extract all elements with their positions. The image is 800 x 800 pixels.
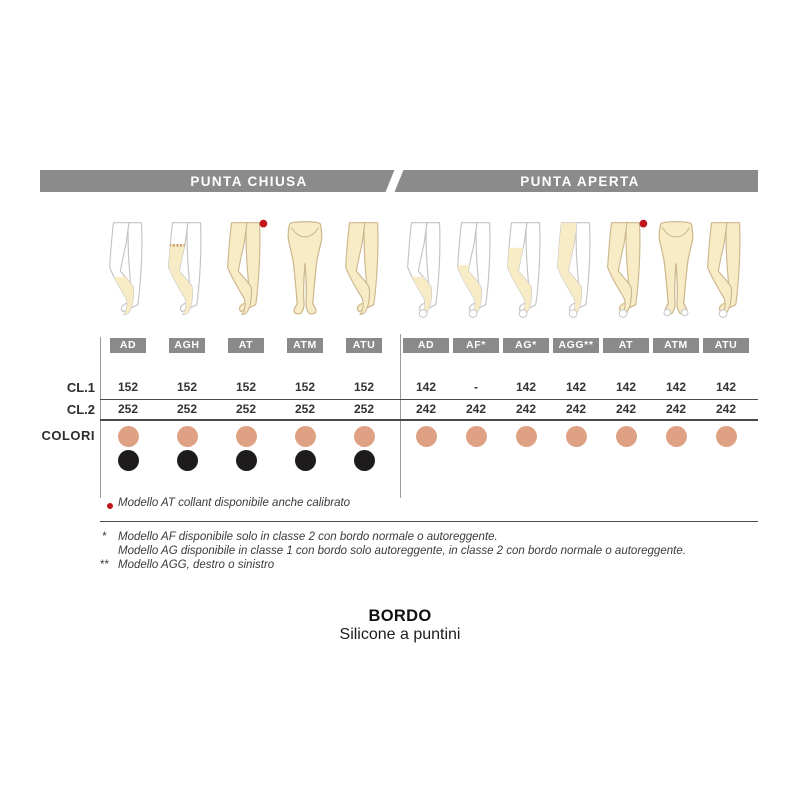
- cl1-value: 142: [615, 380, 637, 394]
- cl2-value: 242: [665, 402, 687, 416]
- cl2-value: 242: [615, 402, 637, 416]
- color-swatch-tan: [665, 426, 687, 447]
- footnote-ag: Modello AG disponibile in classe 1 con b…: [118, 545, 686, 557]
- row-line-cl2: [100, 419, 758, 421]
- model-badge: AT: [228, 338, 264, 353]
- cl2-value: 252: [353, 402, 375, 416]
- cl2-value: 242: [515, 402, 537, 416]
- color-swatch-tan: [117, 426, 139, 447]
- leg-illustration-AGH-closed: [158, 214, 216, 328]
- color-swatch-tan: [176, 426, 198, 447]
- cl2-value: 252: [117, 402, 139, 416]
- cl1-value: -: [474, 380, 478, 394]
- cl1-value: 142: [715, 380, 737, 394]
- model-badge: AD: [403, 338, 449, 353]
- footnote-af: Modello AF disponibile solo in classe 2 …: [118, 531, 498, 543]
- table-divider-left: [100, 337, 101, 498]
- row-label-cl2: CL.2: [66, 402, 95, 417]
- color-swatch-black: [176, 450, 198, 471]
- color-swatch-tan: [565, 426, 587, 447]
- model-badge: AD: [110, 338, 146, 353]
- leg-illustration-AD-open: [397, 214, 455, 328]
- cl2-value: 242: [565, 402, 587, 416]
- header-punta-chiusa: PUNTA CHIUSA: [190, 173, 308, 189]
- leg-illustration-AT-open: [597, 214, 655, 328]
- color-swatch-black: [235, 450, 257, 471]
- cl1-value: 142: [515, 380, 537, 394]
- model-badge: AGG**: [553, 338, 599, 353]
- table-divider-middle: [400, 334, 401, 498]
- footnote-at: Modello AT collant disponibile anche cal…: [118, 497, 351, 509]
- color-swatch-tan: [235, 426, 257, 447]
- color-swatch-tan: [294, 426, 316, 447]
- color-swatch-tan: [465, 426, 487, 447]
- leg-illustration-AF-open: [447, 214, 505, 328]
- leg-illustration-AGG-open: [547, 214, 605, 328]
- row-label-cl1: CL.1: [66, 380, 95, 395]
- model-badge: ATU: [346, 338, 382, 353]
- footnote-marker-1: *: [101, 531, 107, 543]
- color-swatch-black: [294, 450, 316, 471]
- header-punta-aperta: PUNTA APERTA: [520, 173, 640, 189]
- model-badge: ATU: [703, 338, 749, 353]
- cl2-value: 242: [715, 402, 737, 416]
- cl1-value: 152: [235, 380, 257, 394]
- footnote-agg: Modello AGG, destro o sinistro: [118, 559, 275, 571]
- leg-illustration-ATU-open: [697, 214, 755, 328]
- cl2-value: 252: [176, 402, 198, 416]
- color-swatch-black: [117, 450, 139, 471]
- model-badge: ATM: [287, 338, 323, 353]
- cl1-value: 142: [415, 380, 437, 394]
- cl1-value: 152: [176, 380, 198, 394]
- cl1-value: 152: [353, 380, 375, 394]
- color-swatch-black: [353, 450, 375, 471]
- footnote-marker-3: **: [99, 559, 109, 571]
- leg-illustration-ATU-closed: [335, 214, 393, 328]
- model-badge: AGH: [169, 338, 205, 353]
- model-badge: AF*: [453, 338, 499, 353]
- row-label-colori: COLORI: [41, 428, 95, 443]
- leg-illustration-AG-open: [497, 214, 555, 328]
- leg-illustration-AT-closed: [217, 214, 275, 328]
- color-swatch-tan: [515, 426, 537, 447]
- section-header-bar: [40, 170, 758, 192]
- row-line-cl1: [100, 399, 758, 400]
- cl1-value: 142: [665, 380, 687, 394]
- leg-illustration-AD-closed: [99, 214, 157, 328]
- color-swatch-tan: [353, 426, 375, 447]
- cl1-value: 152: [294, 380, 316, 394]
- cl2-value: 242: [415, 402, 437, 416]
- color-swatch-tan: [415, 426, 437, 447]
- footnote-separator-line: [100, 521, 758, 522]
- model-badge: AG*: [503, 338, 549, 353]
- cl1-value: 142: [565, 380, 587, 394]
- bordo-title: BORDO: [368, 607, 432, 625]
- model-badge: ATM: [653, 338, 699, 353]
- model-badge: AT: [603, 338, 649, 353]
- leg-illustration-ATM-closed: [276, 214, 334, 328]
- bordo-subtitle: Silicone a puntini: [339, 626, 461, 643]
- color-swatch-tan: [615, 426, 637, 447]
- leg-illustration-ATM-open: [647, 214, 705, 328]
- color-swatch-tan: [715, 426, 737, 447]
- cl2-value: 242: [465, 402, 487, 416]
- red-bullet-icon: [107, 503, 113, 509]
- cl2-value: 252: [294, 402, 316, 416]
- cl2-value: 252: [235, 402, 257, 416]
- cl1-value: 152: [117, 380, 139, 394]
